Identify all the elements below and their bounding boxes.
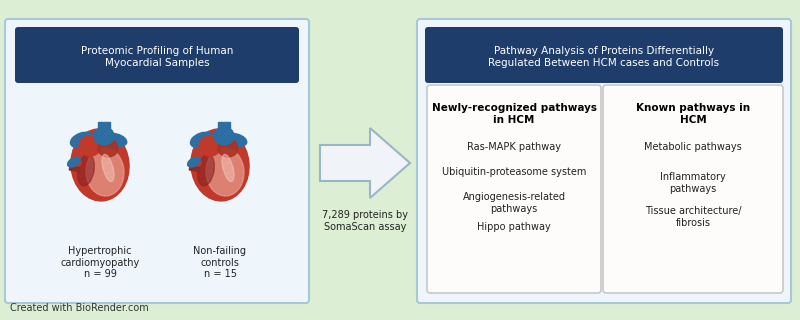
Bar <box>218 122 230 142</box>
Text: Angiogenesis-related
pathways: Angiogenesis-related pathways <box>462 192 566 214</box>
FancyBboxPatch shape <box>425 27 783 83</box>
Polygon shape <box>320 128 410 198</box>
Text: Newly-recognized pathways
in HCM: Newly-recognized pathways in HCM <box>431 103 597 124</box>
Ellipse shape <box>222 155 234 181</box>
Ellipse shape <box>218 139 238 157</box>
Ellipse shape <box>206 148 244 196</box>
Ellipse shape <box>94 127 114 145</box>
Text: Tissue architecture/
fibrosis: Tissue architecture/ fibrosis <box>645 206 742 228</box>
FancyBboxPatch shape <box>427 85 601 293</box>
FancyBboxPatch shape <box>603 85 783 293</box>
Text: Known pathways in
HCM: Known pathways in HCM <box>636 103 750 124</box>
Bar <box>70 166 80 172</box>
Ellipse shape <box>199 136 221 156</box>
Ellipse shape <box>86 148 124 196</box>
FancyBboxPatch shape <box>5 19 309 303</box>
Bar <box>70 158 82 166</box>
Ellipse shape <box>68 157 80 167</box>
Text: Ras-MAPK pathway: Ras-MAPK pathway <box>467 142 561 152</box>
Text: Created with BioRender.com: Created with BioRender.com <box>10 303 149 313</box>
Ellipse shape <box>214 127 234 145</box>
Ellipse shape <box>79 136 101 156</box>
Text: Hypertrophic
cardiomyopathy
n = 99: Hypertrophic cardiomyopathy n = 99 <box>60 246 140 279</box>
Text: Non-failing
controls
n = 15: Non-failing controls n = 15 <box>194 246 246 279</box>
Ellipse shape <box>198 154 214 186</box>
Ellipse shape <box>70 132 94 148</box>
Text: Ubiquitin-proteasome system: Ubiquitin-proteasome system <box>442 167 586 177</box>
Text: Metabolic pathways: Metabolic pathways <box>644 142 742 152</box>
Ellipse shape <box>226 133 246 147</box>
Text: Pathway Analysis of Proteins Differentially
Regulated Between HCM cases and Cont: Pathway Analysis of Proteins Differentia… <box>489 46 719 68</box>
Text: Inflammatory
pathways: Inflammatory pathways <box>660 172 726 194</box>
Ellipse shape <box>71 129 129 201</box>
Ellipse shape <box>191 129 249 201</box>
Ellipse shape <box>78 154 94 186</box>
Text: Hippo pathway: Hippo pathway <box>477 222 551 232</box>
Ellipse shape <box>106 133 126 147</box>
Bar <box>190 166 200 172</box>
Text: 7,289 proteins by
SomaScan assay: 7,289 proteins by SomaScan assay <box>322 210 408 232</box>
Bar <box>98 122 110 142</box>
FancyBboxPatch shape <box>15 27 299 83</box>
Ellipse shape <box>102 155 114 181</box>
Ellipse shape <box>98 139 118 157</box>
Text: Proteomic Profiling of Human
Myocardial Samples: Proteomic Profiling of Human Myocardial … <box>81 46 233 68</box>
Ellipse shape <box>190 132 214 148</box>
Bar <box>190 158 202 166</box>
Ellipse shape <box>188 157 200 167</box>
FancyBboxPatch shape <box>417 19 791 303</box>
